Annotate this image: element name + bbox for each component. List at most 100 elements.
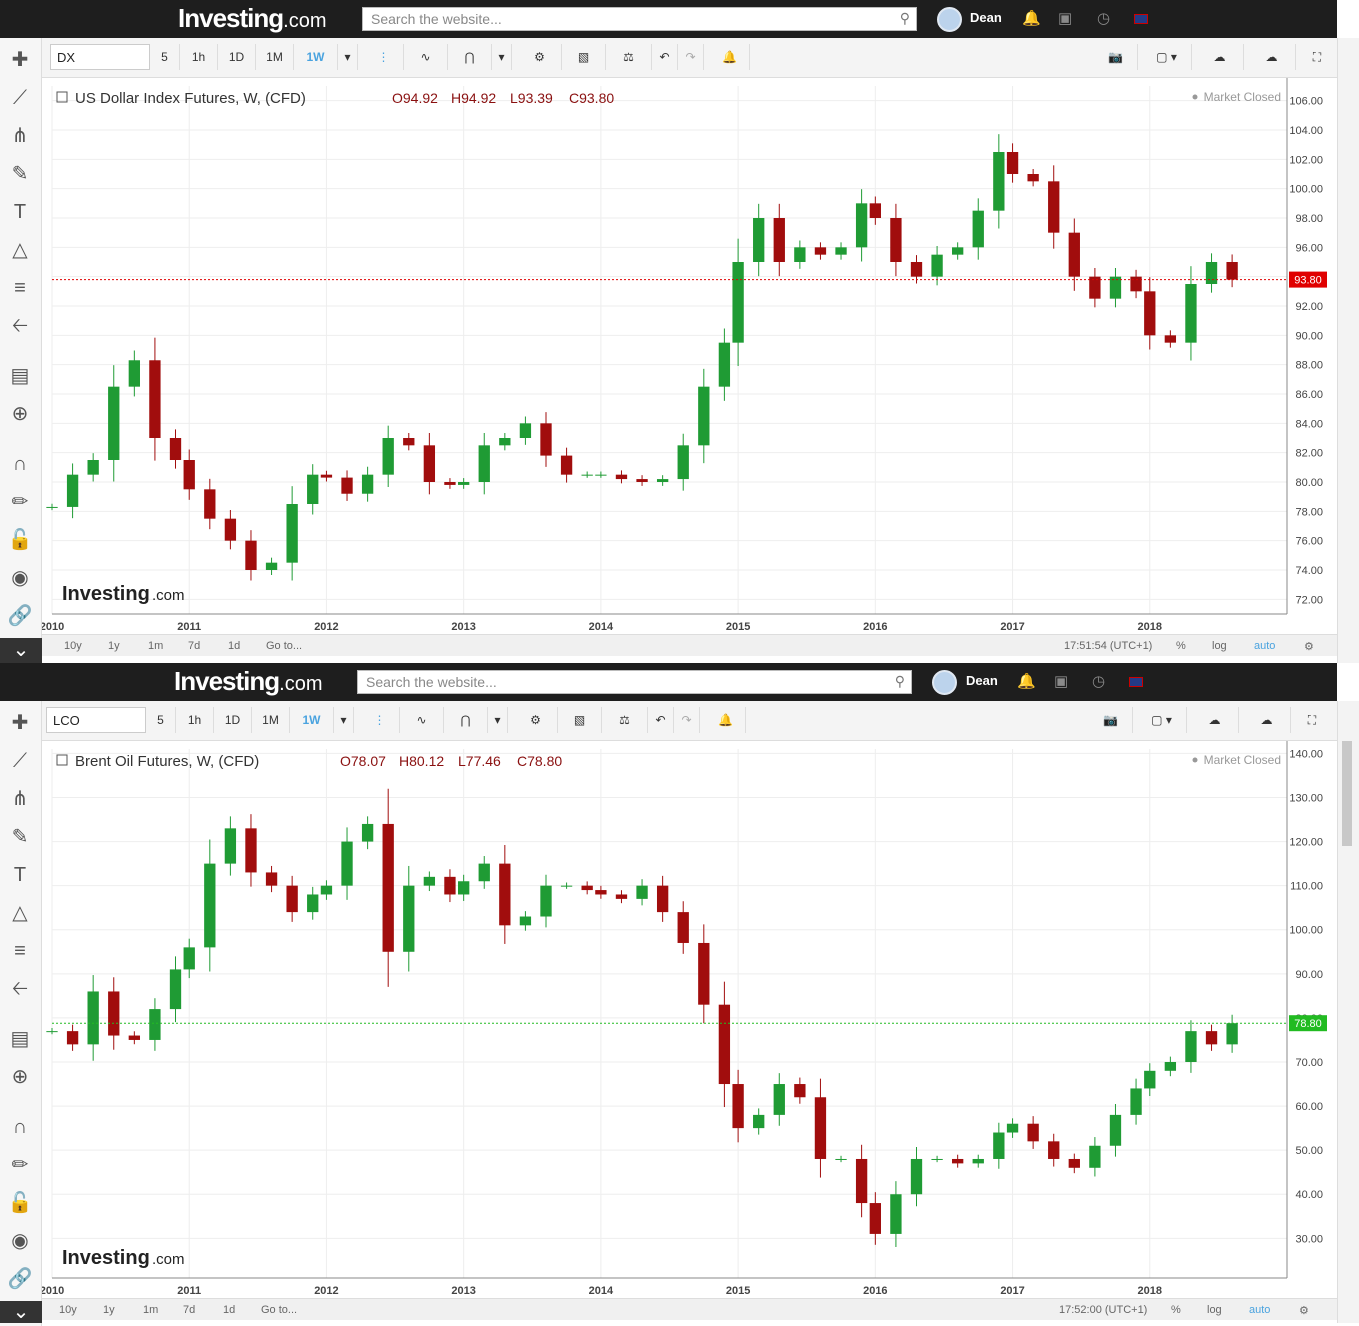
search-icon[interactable]: ⚲ (899, 10, 910, 26)
interval-1h[interactable]: 1h (180, 44, 218, 70)
zoom-icon[interactable]: ⊕ (11, 1066, 29, 1088)
pitchfork-icon[interactable]: ⋔ (11, 125, 29, 147)
interval-5[interactable]: 5 (150, 44, 180, 70)
cloud-upload-icon[interactable]: ☁ (1248, 44, 1296, 70)
scrollbar[interactable] (1337, 38, 1359, 663)
range-10y[interactable]: 10y (59, 1304, 77, 1316)
indicators-dropdown-icon[interactable]: ▾ (488, 707, 508, 733)
chart-area[interactable]: 30.0040.0050.0060.0070.0080.0090.00100.0… (40, 741, 1337, 1298)
range-7d[interactable]: 7d (183, 1304, 196, 1316)
user-name[interactable]: Dean (970, 10, 1002, 25)
interval-dropdown-icon[interactable]: ▾ (338, 44, 358, 70)
crosshair-icon[interactable]: ✚ (11, 712, 29, 734)
site-logo[interactable]: Investing.com (178, 3, 327, 33)
avatar[interactable] (932, 670, 957, 695)
candlestick-chart-dx[interactable]: 72.00 74.00 76.00 78.00 80.00 82.00 84.00 86.00… (40, 78, 1337, 633)
link-icon[interactable]: 🔗 (7, 1268, 33, 1290)
brush-icon[interactable]: ✎ (11, 826, 29, 848)
range-1d[interactable]: 1d (223, 1304, 236, 1316)
range-1m[interactable]: 1m (143, 1304, 159, 1316)
cloud-download-icon[interactable]: ☁ (1196, 44, 1244, 70)
percent-toggle[interactable]: % (1171, 1304, 1181, 1316)
auto-toggle[interactable]: auto (1254, 640, 1276, 652)
interval-1m[interactable]: 1M (256, 44, 294, 70)
interval-1d[interactable]: 1D (218, 44, 256, 70)
goto-link[interactable]: Go to... (261, 1304, 298, 1316)
interval-5[interactable]: 5 (146, 707, 176, 733)
flag-icon[interactable] (1129, 677, 1143, 687)
back-arrow-icon[interactable]: 🡠 (11, 315, 29, 337)
range-1y[interactable]: 1y (108, 640, 120, 652)
undo-icon[interactable]: ↶ (652, 44, 678, 70)
avatar[interactable] (937, 7, 962, 32)
eye-icon[interactable]: ◉ (11, 567, 29, 589)
cloud-upload-icon[interactable]: ☁ (1243, 707, 1291, 733)
fullscreen-icon[interactable]: ⛶ (1312, 50, 1322, 64)
fullscreen-icon[interactable]: ⛶ (1307, 713, 1317, 727)
back-arrow-icon[interactable]: 🡠 (11, 978, 29, 1000)
settings-icon[interactable]: ⚙ (1299, 1305, 1309, 1317)
user-name[interactable]: Dean (966, 673, 998, 688)
magnet-icon[interactable]: ∩ (12, 453, 28, 475)
alert-icon[interactable]: 🔔 (710, 44, 750, 70)
undo-icon[interactable]: ↶ (648, 707, 674, 733)
pitchfork-icon[interactable]: ⋔ (11, 788, 29, 810)
range-10y[interactable]: 10y (64, 640, 82, 652)
pattern-icon[interactable]: △ (12, 239, 28, 261)
interval-1d[interactable]: 1D (214, 707, 252, 733)
compare-icon[interactable]: ⚖ (606, 44, 652, 70)
search-input[interactable]: Search the website... ⚲ (362, 7, 917, 31)
ruler-icon[interactable]: ▤ (10, 365, 30, 387)
log-toggle[interactable]: log (1212, 640, 1227, 652)
percent-toggle[interactable]: % (1176, 640, 1186, 652)
cloud-download-icon[interactable]: ☁ (1191, 707, 1239, 733)
scrollbar-thumb[interactable] (1342, 741, 1352, 846)
gear-icon[interactable]: ⚙ (518, 44, 562, 70)
study-icon[interactable]: ▧ (558, 707, 602, 733)
zoom-icon[interactable]: ⊕ (11, 403, 29, 425)
bell-icon[interactable]: 🔔 (1017, 673, 1036, 690)
chart-area[interactable]: 72.00 74.00 76.00 78.00 80.00 82.00 84.00 86.00… (40, 78, 1337, 633)
link-icon[interactable]: 🔗 (7, 605, 33, 627)
measure-icon[interactable]: ≡ (14, 277, 26, 299)
measure-icon[interactable]: ≡ (14, 940, 26, 962)
candlestick-chart-lco[interactable]: 30.0040.0050.0060.0070.0080.0090.00100.0… (40, 741, 1337, 1298)
magnet-icon[interactable]: ∩ (12, 1116, 28, 1138)
interval-1m[interactable]: 1M (252, 707, 290, 733)
interval-1h[interactable]: 1h (176, 707, 214, 733)
line-chart-icon[interactable]: ∿ (400, 707, 444, 733)
indicators-icon[interactable]: ⋂ (444, 707, 488, 733)
compare-icon[interactable]: ⚖ (602, 707, 648, 733)
search-icon[interactable]: ⚲ (894, 673, 905, 689)
scrollbar[interactable] (1337, 701, 1359, 1323)
search-input[interactable]: Search the website... ⚲ (357, 670, 912, 694)
auto-toggle[interactable]: auto (1249, 1304, 1271, 1316)
redo-icon[interactable]: ↷ (678, 44, 704, 70)
text-icon[interactable]: T (13, 201, 27, 223)
pattern-icon[interactable]: △ (12, 902, 28, 924)
range-1d[interactable]: 1d (228, 640, 241, 652)
interval-1w[interactable]: 1W (294, 44, 338, 70)
indicators-icon[interactable]: ⋂ (448, 44, 492, 70)
symbol-input[interactable]: LCO (46, 707, 146, 733)
text-icon[interactable]: T (13, 864, 27, 886)
range-1m[interactable]: 1m (148, 640, 164, 652)
layout-icon[interactable]: ▢ ▾ (1137, 707, 1187, 733)
chevron-down-icon[interactable]: ⌄ (0, 1301, 42, 1323)
lock-icon[interactable]: 🔓 (7, 1192, 33, 1214)
study-icon[interactable]: ▧ (562, 44, 606, 70)
pencil-lock-icon[interactable]: ✏ (11, 1154, 29, 1176)
range-1y[interactable]: 1y (103, 1304, 115, 1316)
clock-icon[interactable]: ◷ (1092, 673, 1106, 690)
candles-icon[interactable]: ⋮ (360, 707, 400, 733)
line-chart-icon[interactable]: ∿ (404, 44, 448, 70)
portfolio-icon[interactable]: ▣ (1054, 673, 1069, 690)
clock-icon[interactable]: ◷ (1097, 10, 1111, 27)
site-logo[interactable]: Investing.com (174, 666, 323, 696)
settings-icon[interactable]: ⚙ (1304, 641, 1314, 653)
bell-icon[interactable]: 🔔 (1022, 10, 1041, 27)
interval-1w[interactable]: 1W (290, 707, 334, 733)
portfolio-icon[interactable]: ▣ (1058, 10, 1073, 27)
flag-icon[interactable] (1134, 14, 1148, 24)
crosshair-icon[interactable]: ✚ (11, 49, 29, 71)
